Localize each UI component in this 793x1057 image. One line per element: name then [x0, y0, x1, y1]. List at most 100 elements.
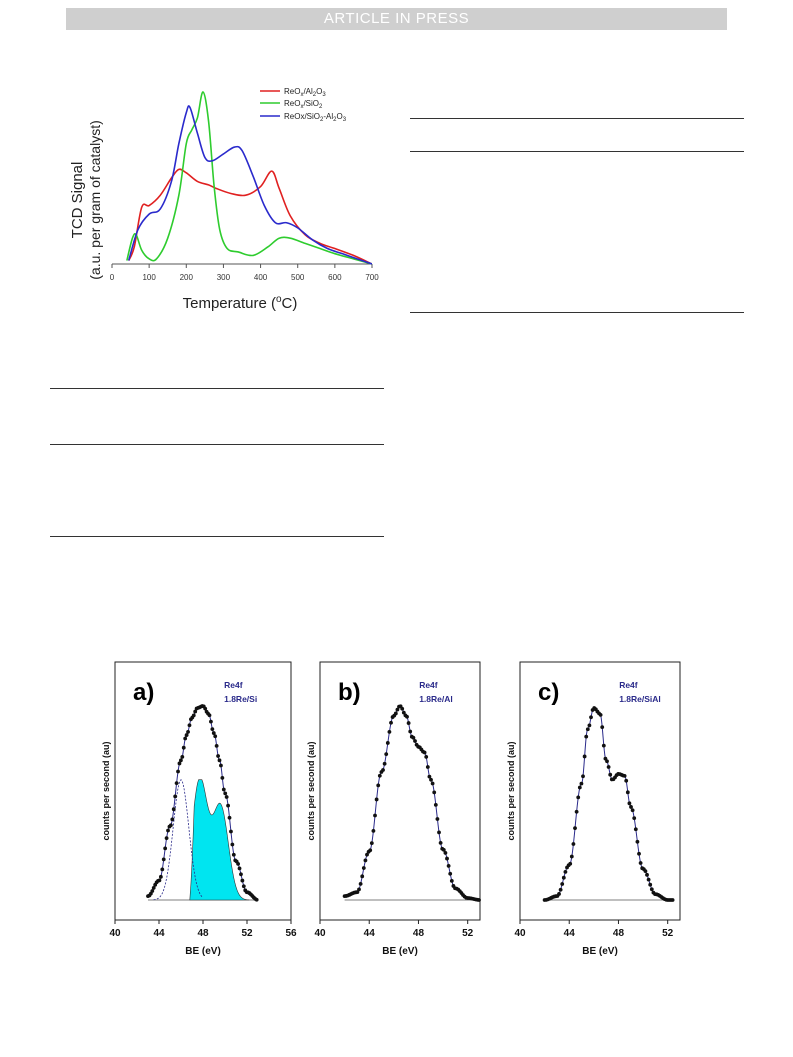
xps-data-point — [585, 727, 590, 732]
xps-data-point — [236, 861, 240, 866]
xps-data-point — [632, 816, 637, 821]
xps-data-point — [670, 898, 675, 902]
xps-data-point — [181, 745, 186, 750]
xps-data-point — [446, 864, 451, 868]
xps-data-point — [574, 809, 579, 814]
xps-data-point — [183, 736, 188, 741]
xps-data-point — [400, 706, 405, 711]
xps-data-point — [180, 755, 185, 759]
xps-label-line2: 1.8Re/SiAl — [619, 694, 661, 704]
tpr-xtick-label: 0 — [110, 273, 115, 282]
tpr-legend-re-si: ReOx/SiO2 — [284, 99, 323, 110]
tpr-series-line-1 — [126, 91, 372, 265]
xps-data-point — [413, 739, 417, 743]
xps-data-point — [441, 848, 446, 852]
xps-label-line1: Re4f — [619, 680, 638, 690]
table-rule-top-left — [50, 388, 384, 389]
xps-frame — [319, 661, 481, 921]
xps-data-point — [369, 841, 374, 846]
xps-data-point — [601, 743, 606, 748]
xps-data-point — [561, 875, 566, 880]
xps-data-point — [425, 765, 430, 769]
xps-data-point — [389, 720, 393, 725]
xps-data-point — [477, 898, 481, 902]
xps-data-point — [605, 759, 609, 764]
table-rule-mid-left — [50, 444, 384, 445]
xps-data-point — [443, 851, 448, 855]
xps-data-point — [600, 725, 605, 730]
xps-data-point — [376, 783, 381, 788]
xps-data-point — [214, 743, 219, 748]
xps-data-point — [630, 808, 635, 813]
xps-data-point — [224, 795, 229, 799]
xps-data-point — [166, 828, 170, 833]
tpr-xtick-label: 400 — [254, 273, 268, 282]
xps-data-point — [449, 878, 454, 883]
xps-data-point — [427, 774, 432, 779]
xps-label-line1: Re4f — [419, 680, 438, 690]
xps-data-point — [187, 723, 192, 728]
tpr-xtick-label: 500 — [291, 273, 305, 282]
table-rule-top-right — [410, 118, 744, 119]
xps-label-line2: 1.8Re/Al — [419, 694, 453, 704]
xps-data-point — [216, 754, 220, 758]
tpr-chart: TCD Signal (a.u. per gram of catalyst) 0… — [69, 87, 379, 312]
xps-data-point — [237, 866, 242, 871]
xps-xtick-label: 52 — [241, 928, 253, 939]
xps-xtick-label: 40 — [314, 928, 326, 939]
xps-data-point — [173, 794, 178, 799]
xps-data-point — [157, 878, 162, 883]
xps-xtick-label: 52 — [462, 928, 474, 939]
xps-ylabel: counts per second (au) — [306, 741, 316, 840]
xps-data-point — [373, 813, 377, 818]
xps-data-point — [624, 778, 629, 783]
tpr-series-line-0 — [127, 168, 372, 265]
xps-data-point — [221, 787, 226, 792]
xps-data-point — [645, 872, 649, 877]
xps-xlabel: BE (eV) — [185, 946, 221, 957]
xps-data-point — [193, 709, 198, 714]
xps-data-point — [384, 752, 389, 757]
xps-data-point — [405, 714, 409, 719]
xps-data-point — [579, 781, 584, 786]
xps-data-point — [186, 730, 190, 734]
xps-data-point — [393, 711, 398, 716]
xps-panel-a: counts per second (au) a) Re4f 1.8Re/Si 40 44… — [101, 661, 297, 957]
xps-data-point — [598, 712, 603, 717]
tpr-ylabel-line2: (a.u. per gram of catalyst) — [87, 120, 103, 280]
xps-panel-letter: a) — [133, 679, 154, 706]
xps-data-point — [385, 741, 390, 745]
tpr-ylabel-line1: TCD Signal — [69, 162, 86, 239]
xps-xtick-label: 40 — [109, 928, 121, 939]
xps-data-point — [395, 707, 400, 712]
xps-data-point — [643, 869, 648, 874]
xps-data-point — [254, 897, 259, 902]
xps-data-point — [377, 773, 382, 778]
xps-data-point — [150, 889, 155, 893]
xps-data-point — [226, 803, 230, 808]
xps-data-point — [241, 884, 246, 889]
xps-data-point — [227, 815, 232, 820]
xps-data-point — [445, 856, 449, 861]
tpr-xtick-label: 100 — [142, 273, 156, 282]
xps-panel-letter: b) — [338, 679, 361, 706]
xps-data-point — [176, 769, 180, 774]
xps-xtick-label: 48 — [197, 928, 209, 939]
xps-data-point — [211, 731, 216, 735]
xps-data-point — [170, 817, 175, 822]
xps-data-point — [557, 892, 561, 896]
xps-data-point — [433, 802, 438, 807]
tpr-legend-re-al: ReOx/Al2O3 — [284, 87, 326, 98]
xps-label-line1: Re4f — [224, 680, 243, 690]
xps-data-point — [387, 729, 392, 734]
xps-data-point — [627, 801, 632, 806]
xps-xtick-label: 52 — [662, 928, 674, 939]
table-rule-mid-right — [410, 151, 744, 152]
xps-data-point — [608, 772, 613, 777]
xps-data-point — [638, 861, 643, 865]
xps-data-point — [649, 887, 654, 892]
xps-data-point — [448, 871, 453, 876]
xps-data-point — [223, 791, 228, 796]
xps-data-point — [210, 727, 215, 732]
xps-data-point — [171, 807, 176, 812]
